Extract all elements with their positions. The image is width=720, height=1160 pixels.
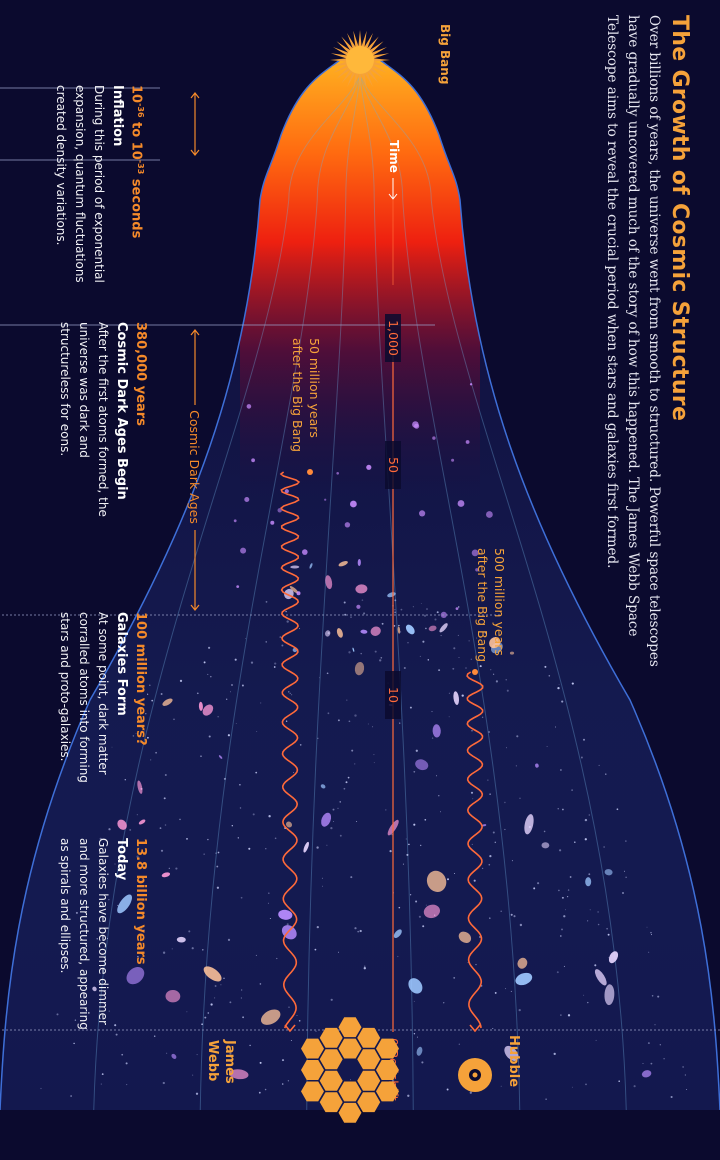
era-time: 100 million years? xyxy=(133,612,148,746)
structure-streams xyxy=(93,74,627,1111)
time-label: Time xyxy=(387,140,401,173)
era-today: 13.8 billion years Today Galaxies have b… xyxy=(55,838,150,1038)
era-time: 13.8 billion years xyxy=(133,838,148,965)
hubble-path-label: 500 million yearsafter the Big Bang xyxy=(475,548,507,662)
webb-light-path xyxy=(279,471,301,1029)
redshift-ticks: 1,000 50 10 xyxy=(385,314,401,719)
big-bang-burst-icon xyxy=(330,30,390,90)
big-bang-label: Big Bang xyxy=(438,24,452,84)
era-dark-ages: 380,000 years Cosmic Dark Ages Begin Aft… xyxy=(55,322,150,522)
era-galaxies-form: 100 million years? Galaxies Form At some… xyxy=(55,612,150,812)
hubble-light-path xyxy=(466,671,484,1029)
era-inflation: 10-36 to 10-33 seconds Inflation During … xyxy=(51,85,150,285)
dark-ages-label: Cosmic Dark Ages xyxy=(187,410,202,524)
era-body: At some point, dark matter corralled ato… xyxy=(58,612,110,783)
era-body: Galaxies have become dimmer and more str… xyxy=(58,838,110,1030)
hubble-label: Hubble xyxy=(506,1035,521,1087)
era-body: During this period of exponential expans… xyxy=(53,85,106,283)
era-heading: Inflation xyxy=(109,85,125,147)
galaxy-field xyxy=(40,383,688,1100)
webb-mirror-icon xyxy=(301,1017,399,1123)
webb-path-label: 50 million yearsafter the Big Bang xyxy=(290,338,322,452)
era-time: 380,000 years xyxy=(133,322,148,426)
webb-label: JamesWebb xyxy=(205,1039,237,1084)
era-time: 10-36 to 10-33 seconds xyxy=(128,85,145,239)
era-heading: Today xyxy=(114,838,129,881)
era-heading: Cosmic Dark Ages Begin xyxy=(114,322,129,500)
funnel-edge xyxy=(0,59,720,1111)
redshift-tick-label: 10 xyxy=(386,687,401,703)
redshift-tick-label: 1,000 xyxy=(386,320,401,356)
redshift-tick-label: 50 xyxy=(386,457,401,473)
era-body: After the first atoms formed, the univer… xyxy=(58,322,110,517)
era-heading: Galaxies Form xyxy=(114,612,129,716)
